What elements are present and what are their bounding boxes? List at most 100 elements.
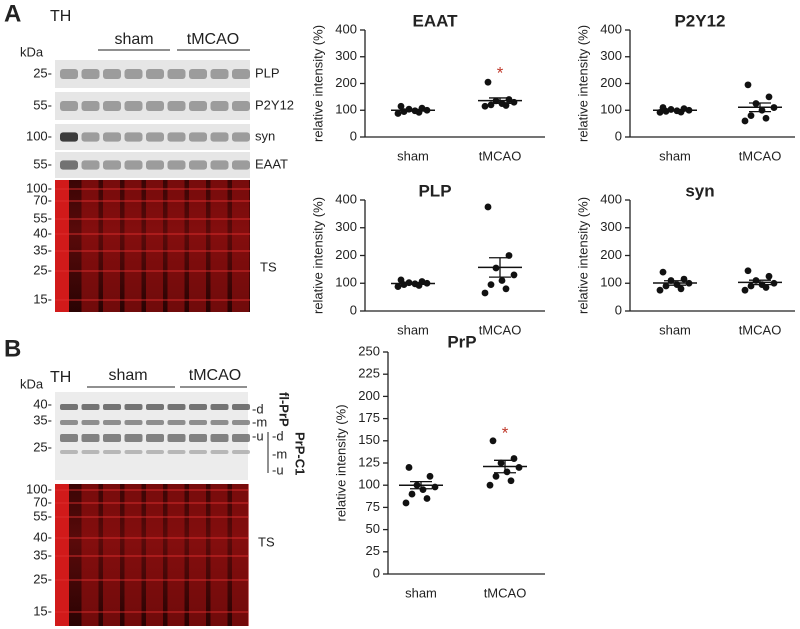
y-tick-label: 100 bbox=[358, 477, 380, 492]
data-point bbox=[487, 281, 495, 289]
total-stain-lane bbox=[124, 484, 142, 626]
mw-label: 55- bbox=[33, 97, 52, 112]
row-label: syn bbox=[255, 128, 275, 143]
blot-band bbox=[60, 450, 78, 454]
data-point bbox=[762, 114, 770, 122]
data-point bbox=[497, 459, 505, 467]
mw-label: 25- bbox=[33, 262, 52, 277]
row-label: PLP bbox=[255, 65, 280, 80]
x-tick-label: tMCAO bbox=[484, 585, 527, 600]
mw-label: 15- bbox=[33, 603, 52, 618]
band-label: -d bbox=[252, 401, 264, 416]
chart-title: P2Y12 bbox=[674, 11, 725, 30]
chart-title: syn bbox=[685, 181, 714, 200]
y-tick-label: 0 bbox=[350, 302, 357, 317]
blot-band bbox=[124, 100, 143, 112]
data-point bbox=[747, 112, 755, 119]
panel-label: B bbox=[4, 335, 21, 362]
y-tick-label: 400 bbox=[600, 191, 622, 206]
data-point bbox=[765, 272, 773, 280]
data-point bbox=[507, 477, 515, 485]
blot-band bbox=[146, 434, 164, 442]
blot-band bbox=[189, 68, 207, 80]
mw-label: 100- bbox=[26, 128, 52, 143]
y-tick-label: 100 bbox=[335, 275, 357, 290]
blot-band bbox=[167, 434, 186, 442]
kda-label: kDa bbox=[20, 376, 44, 391]
x-tick-label: sham bbox=[405, 585, 437, 600]
blot-band bbox=[60, 132, 78, 142]
y-tick-label: 300 bbox=[600, 219, 622, 234]
blot-band bbox=[81, 160, 100, 170]
band-label: -u bbox=[252, 428, 264, 443]
band-label: -m bbox=[252, 414, 267, 429]
lane-label: TH bbox=[50, 369, 71, 386]
total-stain-lane bbox=[210, 180, 228, 312]
kda-label: kDa bbox=[20, 44, 44, 59]
data-point bbox=[744, 81, 752, 89]
y-tick-label: 175 bbox=[358, 410, 380, 425]
blot-band bbox=[210, 100, 229, 112]
blot-band bbox=[81, 420, 100, 425]
y-tick-label: 300 bbox=[335, 48, 357, 63]
group-label: sham bbox=[108, 367, 147, 384]
data-point bbox=[741, 286, 749, 294]
blot-band bbox=[189, 160, 207, 170]
blot-band bbox=[210, 434, 229, 442]
mw-label: 25- bbox=[33, 65, 52, 80]
y-tick-label: 50 bbox=[366, 521, 380, 536]
mw-label: 40- bbox=[33, 529, 52, 544]
total-stain-lane bbox=[124, 180, 142, 312]
total-stain-lane bbox=[210, 484, 228, 626]
significance-mark: * bbox=[502, 424, 509, 443]
y-tick-label: 400 bbox=[335, 191, 357, 206]
y-tick-label: 250 bbox=[358, 343, 380, 358]
data-point bbox=[765, 93, 773, 101]
total-stain-lane bbox=[189, 484, 206, 626]
y-tick-label: 300 bbox=[600, 48, 622, 63]
total-stain-lane bbox=[146, 180, 163, 312]
blot-band bbox=[167, 100, 186, 112]
total-stain-lane bbox=[167, 180, 185, 312]
blots: kDa TH sham tMCAO PLP 25- P2Y12 55- syn 100- EAAT 5… bbox=[20, 8, 308, 626]
group-label: sham bbox=[114, 31, 153, 48]
data-point bbox=[408, 490, 416, 498]
mw-label: 40- bbox=[33, 396, 52, 411]
y-axis-label: relative intensity (%) bbox=[575, 25, 590, 142]
data-point bbox=[481, 102, 489, 110]
y-axis-label: relative intensity (%) bbox=[575, 197, 590, 314]
blot-band bbox=[146, 100, 164, 112]
y-tick-label: 400 bbox=[335, 21, 357, 36]
ts-label: TS bbox=[258, 534, 275, 549]
data-point bbox=[515, 464, 523, 471]
data-point bbox=[487, 101, 495, 109]
blot-band bbox=[167, 420, 186, 425]
data-point bbox=[394, 283, 402, 290]
x-tick-label: sham bbox=[397, 322, 429, 337]
mw-label: 35- bbox=[33, 547, 52, 562]
blot-band bbox=[232, 404, 250, 410]
blot-band bbox=[81, 404, 100, 410]
mw-label: 55- bbox=[33, 508, 52, 523]
chart-title: EAAT bbox=[412, 11, 458, 30]
y-tick-label: 200 bbox=[600, 247, 622, 262]
blot-band bbox=[232, 132, 250, 142]
mw-label: 70- bbox=[33, 192, 52, 207]
data-point bbox=[486, 481, 494, 489]
blot-band bbox=[60, 68, 78, 80]
y-tick-label: 125 bbox=[358, 454, 380, 469]
fl-label: fl-PrP bbox=[277, 392, 292, 427]
data-point bbox=[502, 285, 510, 293]
ts-label: TS bbox=[260, 259, 277, 274]
data-point bbox=[484, 203, 492, 211]
data-point bbox=[394, 110, 402, 117]
blot-band bbox=[124, 404, 143, 410]
data-point bbox=[677, 285, 685, 293]
y-tick-label: 200 bbox=[335, 247, 357, 262]
x-tick-label: sham bbox=[659, 148, 691, 163]
mw-label: 40- bbox=[33, 225, 52, 240]
y-tick-label: 200 bbox=[358, 388, 380, 403]
y-axis-label: relative intensity (%) bbox=[310, 25, 325, 142]
blot-band bbox=[60, 160, 78, 170]
